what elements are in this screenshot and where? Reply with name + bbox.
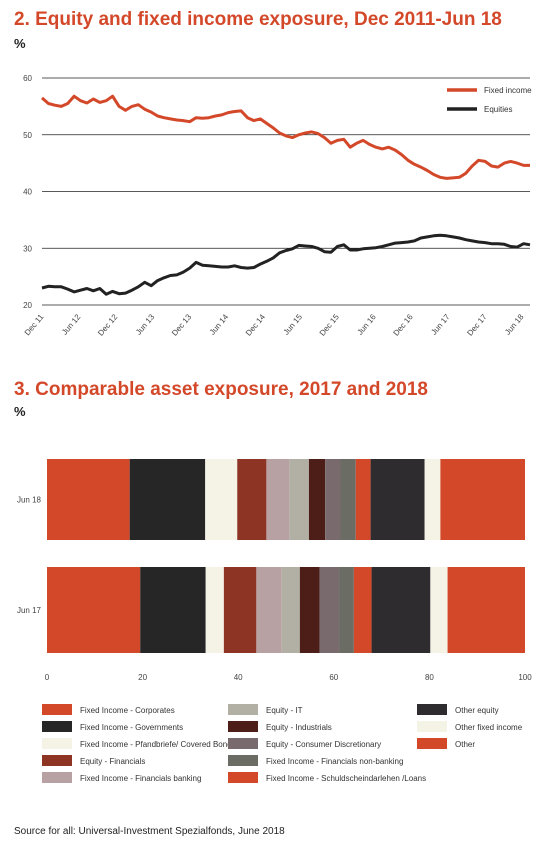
bar-segment-fixed-income-governments	[140, 567, 206, 653]
chart2-unit: %	[14, 404, 26, 419]
bar-segment-fixed-income-financials-non-banking	[339, 567, 354, 653]
legend-label-fixed-income-financials-banking: Fixed Income - Financials banking	[80, 774, 201, 783]
bar-segment-equity-financials	[223, 567, 257, 653]
chart2-title: 3. Comparable asset exposure, 2017 and 2…	[14, 379, 428, 400]
x-tick-label: Jun 13	[134, 312, 157, 337]
legend-swatch-fixed-income-governments	[42, 721, 72, 732]
bar-segment-equity-consumer-discretionary	[325, 459, 341, 540]
legend-swatch-fixed-income-financials-non-banking	[228, 755, 258, 766]
bar-segment-other-fixed-income	[424, 459, 441, 540]
x-tick-label: Jun 12	[60, 312, 83, 337]
y-tick-label-60: 60	[23, 74, 32, 83]
bar-segment-fixed-income-schuldscheindarlehen-loans	[353, 567, 372, 653]
legend-label-fixed-income-corporates: Fixed Income - Corporates	[80, 706, 175, 715]
x-tick-label: Jun 16	[355, 312, 378, 337]
legend-label-equity-consumer-discretionary: Equity - Consumer Discretionary	[266, 740, 381, 749]
legend-swatch-equity-it	[228, 704, 258, 715]
bar-segment-equity-financials	[237, 459, 267, 540]
legend-label-fixed-income-pfandbriefe-covered-bonds: Fixed Income - Pfandbriefe/ Covered Bond…	[80, 740, 236, 749]
x-tick-label: Jun 14	[208, 312, 231, 337]
legend-label-fixed-income-governments: Fixed Income - Governments	[80, 723, 183, 732]
bar-segment-equity-consumer-discretionary	[319, 567, 340, 653]
x-tick-label: Dec 15	[318, 312, 342, 338]
legend-swatch-other-equity	[417, 704, 447, 715]
legend-label-other-equity: Other equity	[455, 706, 499, 715]
bar-segment-equity-industrials	[308, 459, 326, 540]
x-tick-label: Dec 16	[392, 312, 416, 338]
legend-label-other-fixed-income: Other fixed income	[455, 723, 523, 732]
x-tick-label: Dec 17	[465, 312, 489, 338]
legend-label-fixed-income-financials-non-banking: Fixed Income - Financials non-banking	[266, 757, 403, 766]
x-tick-label: Jun 15	[282, 312, 305, 337]
y-tick-label-20: 20	[23, 301, 32, 310]
y-tick-label-50: 50	[23, 131, 32, 140]
legend-label-equity-industrials: Equity - Industrials	[266, 723, 332, 732]
x-tick-label: Dec 11	[23, 312, 46, 337]
bar-segment-other	[447, 567, 525, 653]
bar-segment-fixed-income-pfandbriefe-covered-bonds	[205, 459, 238, 540]
bar-segment-fixed-income-pfandbriefe-covered-bonds	[205, 567, 224, 653]
x-tick-label-100: 100	[518, 673, 532, 682]
legend-swatch-fixed-income-pfandbriefe-covered-bonds	[42, 738, 72, 749]
bar-segment-equity-it	[281, 567, 300, 653]
legend-swatch-fixed-income-schuldscheindarlehen-loans	[228, 772, 258, 783]
bar-segment-fixed-income-governments	[129, 459, 206, 540]
legend-label-equity-it: Equity - IT	[266, 706, 303, 715]
bar-segment-fixed-income-corporates	[47, 567, 141, 653]
legend-swatch-equity-financials	[42, 755, 72, 766]
series-line-equities	[41, 233, 531, 296]
legend-swatch-fixed-income-corporates	[42, 704, 72, 715]
x-tick-label: Jun 17	[429, 312, 452, 337]
category-label: Jun 17	[17, 606, 42, 615]
bar-segment-other-fixed-income	[430, 567, 448, 653]
bar-segment-fixed-income-financials-banking	[266, 459, 290, 540]
bar-segment-fixed-income-corporates	[47, 459, 130, 540]
legend-label-other: Other	[455, 740, 475, 749]
bar-segment-equity-industrials	[299, 567, 320, 653]
bar-segment-other-equity	[371, 567, 431, 653]
bar-segment-other-equity	[370, 459, 425, 540]
legend-swatch-other	[417, 738, 447, 749]
legend-swatch-fixed-income-financials-banking	[42, 772, 72, 783]
x-tick-label: Jun 18	[503, 312, 526, 337]
bar-segment-equity-it	[289, 459, 309, 540]
bar-segment-fixed-income-financials-non-banking	[340, 459, 356, 540]
x-tick-label: Dec 12	[96, 312, 120, 338]
category-label: Jun 18	[17, 496, 42, 505]
x-tick-label-80: 80	[425, 673, 434, 682]
x-tick-label-40: 40	[234, 673, 243, 682]
bar-segment-fixed-income-financials-banking	[256, 567, 282, 653]
x-tick-label: Dec 14	[244, 312, 268, 338]
stacked-bar-chart: Jun 18 Jun 17 0 20 40 60 80 100 Fixed Income - C…	[17, 459, 532, 783]
legend-label-fixed-income-schuldscheindarlehen-loans: Fixed Income - Schuldscheindarlehen /Loa…	[266, 774, 426, 783]
legend-swatch-other-fixed-income	[417, 721, 447, 732]
x-tick-label-60: 60	[329, 673, 338, 682]
x-tick-label-0: 0	[45, 673, 50, 682]
legend-label-fixed-income: Fixed income	[484, 86, 532, 95]
y-tick-label-30: 30	[23, 244, 32, 253]
bar-segment-other	[440, 459, 525, 540]
legend-swatch-equity-consumer-discretionary	[228, 738, 258, 749]
x-tick-label: Dec 13	[170, 312, 194, 338]
series-line-fixed-income	[41, 94, 530, 180]
x-tick-label-20: 20	[138, 673, 147, 682]
bar-segment-fixed-income-schuldscheindarlehen-loans	[355, 459, 371, 540]
chart1-title: 2. Equity and fixed income exposure, Dec…	[14, 9, 502, 30]
legend-label-equity-financials: Equity - Financials	[80, 757, 145, 766]
line-chart: 20 30 40 50 60 Dec 11 Jun 12 Dec 12 Jun 13 Dec 13…	[23, 74, 532, 338]
source-note: Source for all: Universal-Investment Spe…	[14, 826, 285, 837]
chart1-unit: %	[14, 36, 26, 51]
legend-label-equities: Equities	[484, 105, 512, 114]
y-tick-label-40: 40	[23, 188, 32, 197]
legend-swatch-equity-industrials	[228, 721, 258, 732]
